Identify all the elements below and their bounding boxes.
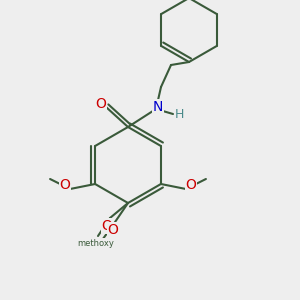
Text: O: O bbox=[60, 178, 70, 192]
Text: O: O bbox=[108, 223, 118, 237]
Text: O: O bbox=[185, 178, 196, 192]
Text: methoxy: methoxy bbox=[78, 238, 114, 247]
Text: H: H bbox=[174, 109, 184, 122]
Text: O: O bbox=[102, 219, 112, 233]
Text: O: O bbox=[96, 97, 106, 111]
Text: N: N bbox=[153, 100, 163, 114]
